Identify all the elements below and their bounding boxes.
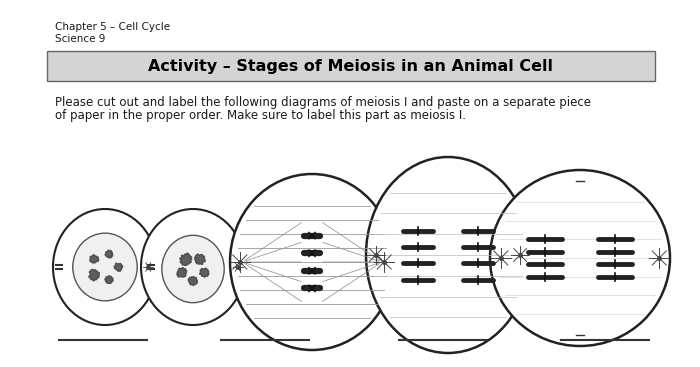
Polygon shape [176,268,187,277]
Polygon shape [180,253,192,265]
Ellipse shape [162,235,224,303]
Ellipse shape [490,170,670,346]
Ellipse shape [141,209,245,325]
Polygon shape [188,276,197,286]
FancyBboxPatch shape [47,51,655,81]
Polygon shape [89,269,99,281]
Text: Chapter 5 – Cell Cycle: Chapter 5 – Cell Cycle [55,22,170,32]
Ellipse shape [53,209,157,325]
Polygon shape [105,250,113,258]
Polygon shape [105,276,113,283]
Text: Science 9: Science 9 [55,34,106,44]
Polygon shape [90,254,99,263]
Text: of paper in the proper order. Make sure to label this part as meiosis I.: of paper in the proper order. Make sure … [55,109,466,122]
Text: Please cut out and label the following diagrams of meiosis I and paste on a sepa: Please cut out and label the following d… [55,96,591,109]
Ellipse shape [230,174,394,350]
Ellipse shape [366,157,530,353]
Ellipse shape [73,233,137,301]
Polygon shape [199,268,209,277]
Polygon shape [195,254,205,265]
Text: Activity – Stages of Meiosis in an Animal Cell: Activity – Stages of Meiosis in an Anima… [148,59,554,75]
Polygon shape [114,263,122,271]
